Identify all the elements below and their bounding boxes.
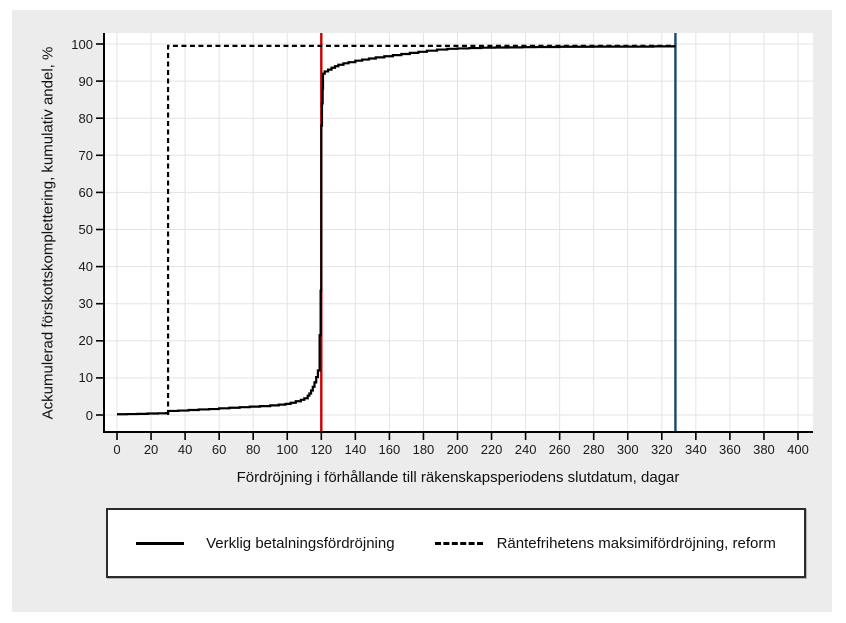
y-tick-label: 100: [71, 36, 93, 52]
x-tick-label: 120: [310, 442, 333, 457]
y-tick-label: 70: [78, 147, 93, 163]
x-tick-label: 380: [753, 442, 775, 457]
legend-label: Verklig betalningsfördröjning: [206, 534, 395, 552]
x-tick-label: 220: [480, 442, 503, 457]
x-tick-label: 20: [143, 442, 159, 457]
x-tick-label: 320: [650, 442, 673, 457]
dashed-line-swatch: [434, 541, 483, 545]
legend: Verklig betalningsfördröjning Räntefrihe…: [106, 508, 806, 578]
y-tick-label: 40: [78, 259, 93, 275]
x-tick-label: 80: [245, 442, 261, 457]
legend-label: Räntefrihetens maksimifördröjning, refor…: [496, 534, 776, 552]
x-tick-label: 160: [378, 442, 401, 457]
plot-area: [96, 33, 813, 440]
chart-canvas: [96, 33, 813, 440]
y-tick-label: 20: [78, 333, 93, 349]
x-tick-label: 180: [412, 442, 435, 457]
y-tick-label: 80: [78, 110, 93, 126]
legend-entry-verklig: Verklig betalningsfördröjning: [136, 534, 395, 552]
x-tick-label: 200: [446, 442, 469, 457]
y-tick-label: 10: [78, 370, 93, 386]
x-tick-label: 0: [113, 442, 121, 457]
chart-figure: Ackumulerad förskottskomplettering, kumu…: [12, 10, 832, 612]
x-tick-label: 40: [177, 442, 193, 457]
series-solid: [117, 45, 676, 416]
y-tick-label: 30: [78, 296, 93, 312]
x-tick-label: 340: [684, 442, 707, 457]
x-tick-label: 400: [787, 442, 809, 457]
solid-line-swatch: [136, 541, 185, 545]
legend-entry-reform: Räntefrihetens maksimifördröjning, refor…: [395, 535, 776, 552]
y-tick-label: 50: [78, 222, 93, 237]
x-axis-title: Fördröjning i förhållande till räkenskap…: [236, 469, 680, 486]
x-tick-label: 280: [582, 442, 605, 457]
y-tick-label: 90: [78, 73, 93, 89]
x-tick-label: 300: [616, 442, 639, 457]
x-tick-label: 140: [344, 442, 367, 457]
x-tick-label: 360: [719, 442, 741, 457]
x-tick-label: 260: [548, 442, 571, 457]
y-tick-label: 0: [85, 407, 93, 423]
x-tick-label: 240: [514, 442, 537, 457]
y-axis-title: Ackumulerad förskottskomplettering, kumu…: [39, 46, 57, 420]
y-tick-label: 60: [78, 184, 93, 200]
x-tick-label: 100: [276, 442, 299, 457]
series-dashed: [166, 44, 676, 415]
x-tick-label: 60: [211, 442, 227, 457]
